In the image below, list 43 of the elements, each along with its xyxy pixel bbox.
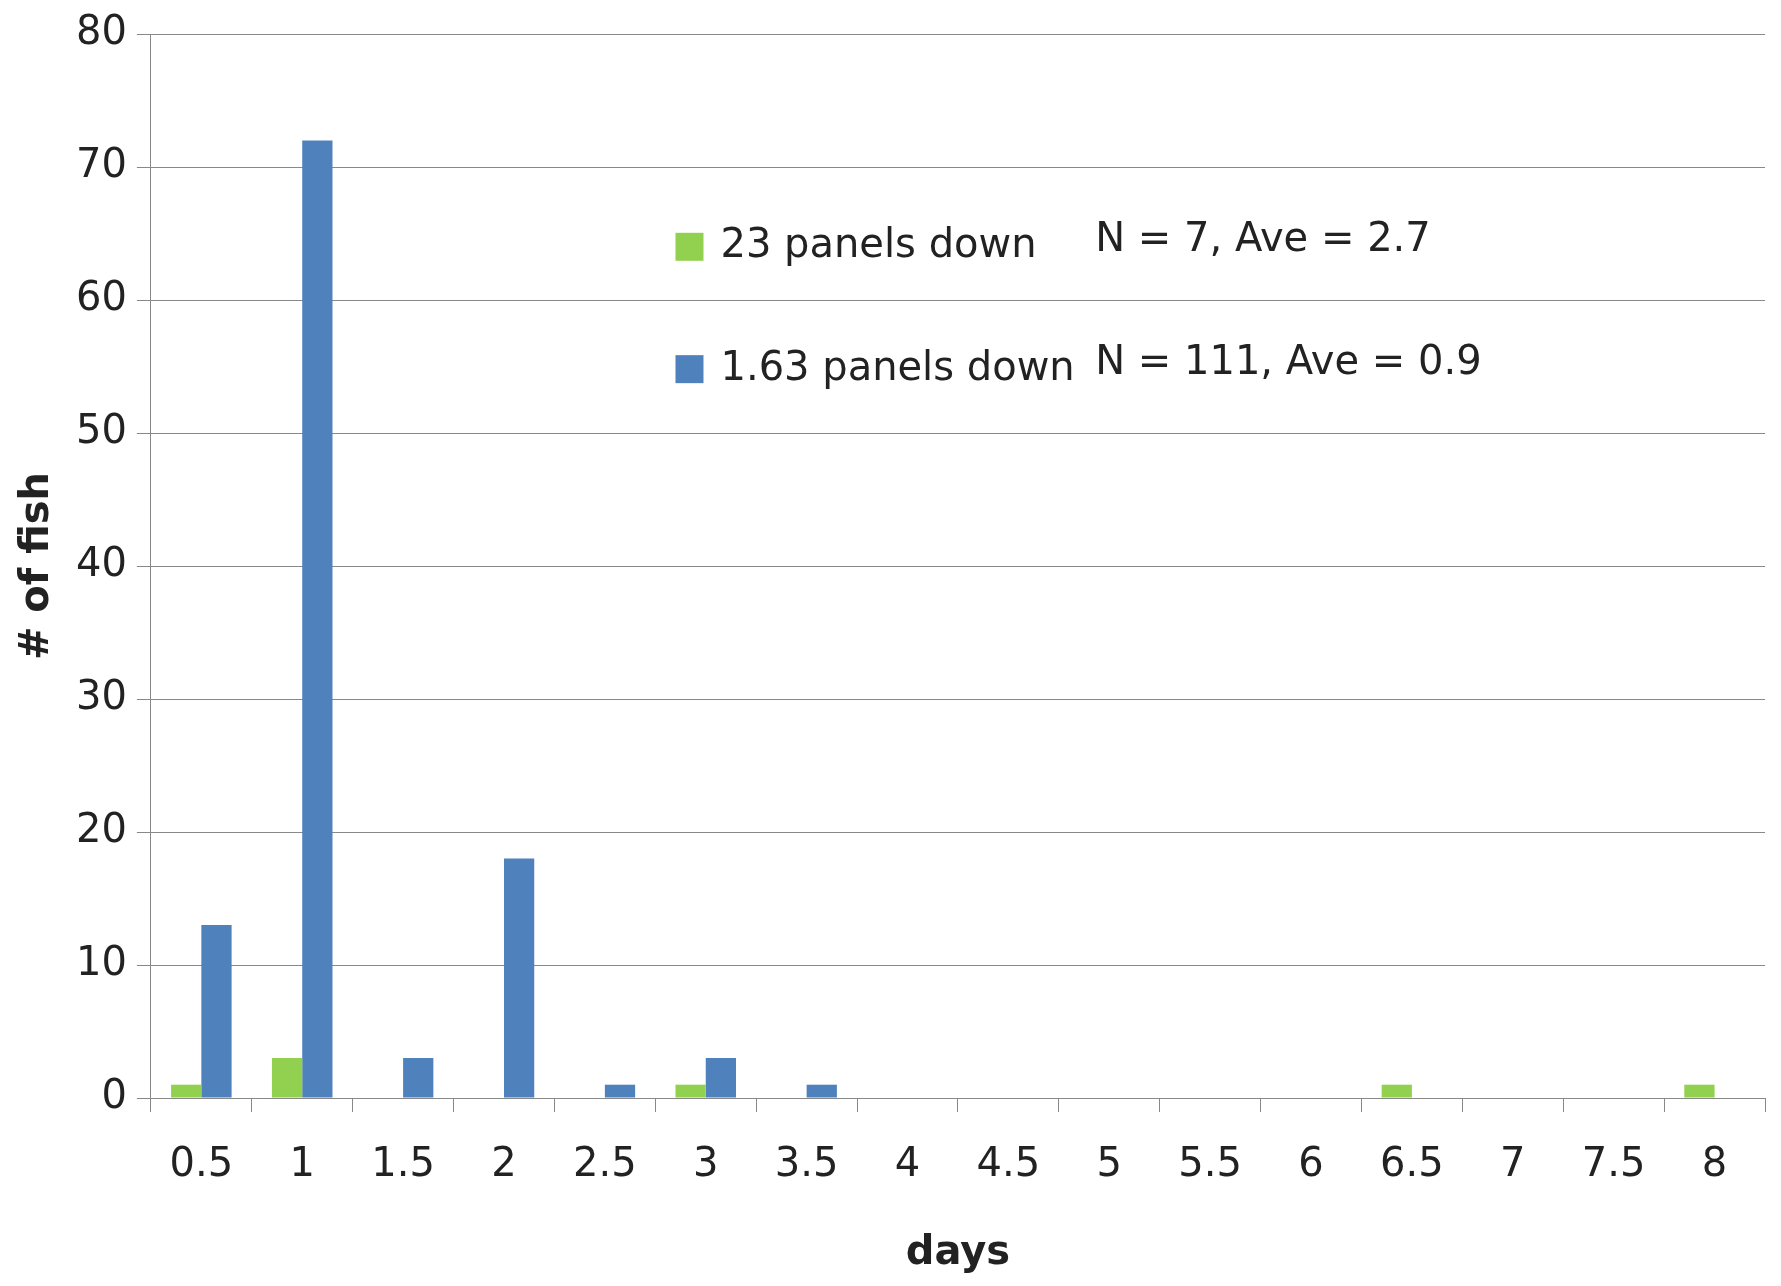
y-tick-label: 60 — [75, 273, 127, 320]
x-tick-label: 5.5 — [1178, 1139, 1242, 1186]
annotation: N = 7, Ave = 2.7 — [1095, 214, 1431, 261]
bar — [1381, 1084, 1412, 1098]
x-tick-label: 5 — [1096, 1139, 1122, 1186]
bar — [271, 1058, 303, 1098]
y-tick-label: 70 — [75, 140, 127, 187]
x-tick-label: 1 — [289, 1139, 315, 1186]
y-tick-label: 30 — [75, 672, 127, 719]
bar — [171, 1084, 202, 1098]
x-axis-title: days — [905, 1227, 1011, 1274]
legend-label: 23 panels down — [720, 220, 1037, 267]
y-tick-label: 80 — [75, 7, 127, 54]
annotation: N = 111, Ave = 0.9 — [1095, 336, 1482, 383]
x-tick-label: 3 — [693, 1139, 719, 1186]
bar — [806, 1084, 837, 1098]
x-tick-label: 8 — [1701, 1139, 1728, 1186]
y-axis-title: # of fish — [11, 471, 58, 661]
x-tick-label: 6.5 — [1380, 1139, 1444, 1186]
x-tick-label: 4.5 — [976, 1139, 1041, 1186]
y-tick-label: 10 — [75, 938, 127, 985]
y-tick-label: 0 — [101, 1071, 127, 1118]
bar — [201, 925, 232, 1098]
x-tick-label: 3.5 — [774, 1139, 839, 1186]
bar — [403, 1058, 434, 1098]
bar — [503, 858, 535, 1098]
x-tick-label: 7.5 — [1581, 1139, 1646, 1186]
bar — [675, 1084, 706, 1098]
x-tick-label: 0.5 — [169, 1139, 234, 1186]
x-tick-label: 1.5 — [371, 1139, 435, 1186]
x-tick-label: 6 — [1298, 1139, 1324, 1186]
bar — [302, 140, 333, 1098]
x-tick-label: 2.5 — [573, 1139, 637, 1186]
legend-label: 1.63 panels down — [720, 342, 1075, 389]
x-tick-label: 2 — [491, 1139, 517, 1186]
y-tick-label: 20 — [75, 805, 127, 852]
bar — [1684, 1084, 1715, 1098]
bar — [604, 1084, 636, 1098]
x-tick-label: 7 — [1500, 1139, 1526, 1186]
x-tick-label: 4 — [894, 1139, 921, 1186]
y-tick-label: 50 — [75, 406, 127, 453]
y-tick-label: 40 — [75, 539, 127, 586]
bar — [705, 1058, 737, 1098]
